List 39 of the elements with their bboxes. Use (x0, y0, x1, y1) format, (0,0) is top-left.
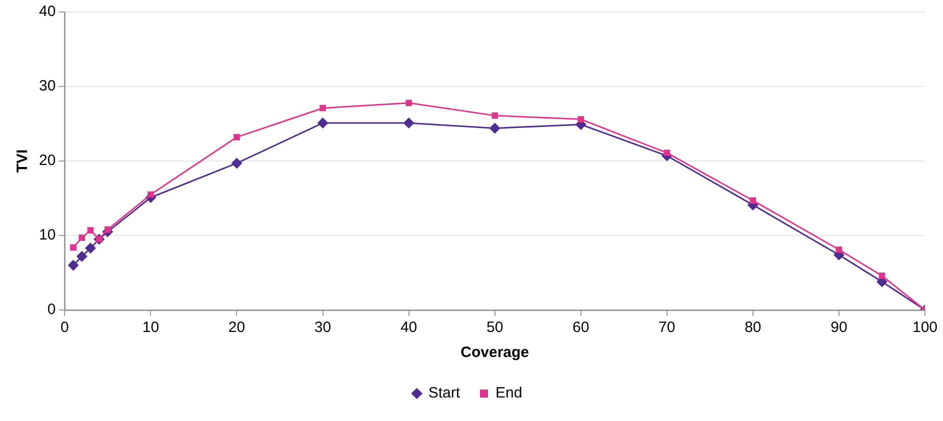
x-tick-label: 90 (830, 319, 848, 336)
point (492, 112, 498, 119)
point (489, 122, 500, 134)
point (664, 150, 670, 156)
x-tick-label: 80 (744, 319, 762, 336)
x-tick-label: 50 (486, 319, 504, 336)
point (70, 244, 76, 251)
y-axis-title: TVI (14, 149, 32, 173)
point (878, 272, 886, 279)
point (76, 250, 88, 262)
x-tick-label: 30 (314, 319, 332, 336)
point (403, 118, 414, 129)
point (320, 104, 326, 112)
point (578, 116, 584, 122)
point (406, 100, 412, 106)
x-tick-label: 70 (658, 319, 676, 336)
legend-label: End (495, 384, 522, 402)
y-tick-label: 0 (47, 301, 56, 318)
x-tick-label: 40 (400, 319, 418, 336)
y-tick-label: 20 (38, 152, 56, 170)
legend-label: Start (428, 384, 461, 402)
x-tick-label: 60 (572, 319, 590, 336)
point (68, 260, 79, 271)
x-tick-label: 0 (60, 319, 69, 336)
x-tick-label: 100 (912, 319, 938, 336)
y-tick-label: 40 (38, 3, 56, 20)
point (836, 246, 842, 253)
point (317, 118, 328, 129)
point (231, 158, 242, 169)
point (148, 191, 154, 198)
y-tick-label: 30 (38, 78, 56, 95)
y-tick-label: 10 (38, 226, 56, 244)
x-tick-label: 10 (142, 319, 160, 336)
point (87, 227, 94, 234)
point (234, 134, 240, 140)
x-tick-label: 20 (228, 319, 246, 336)
x-axis-title: Coverage (460, 344, 530, 362)
point (84, 242, 96, 254)
point (78, 234, 86, 241)
